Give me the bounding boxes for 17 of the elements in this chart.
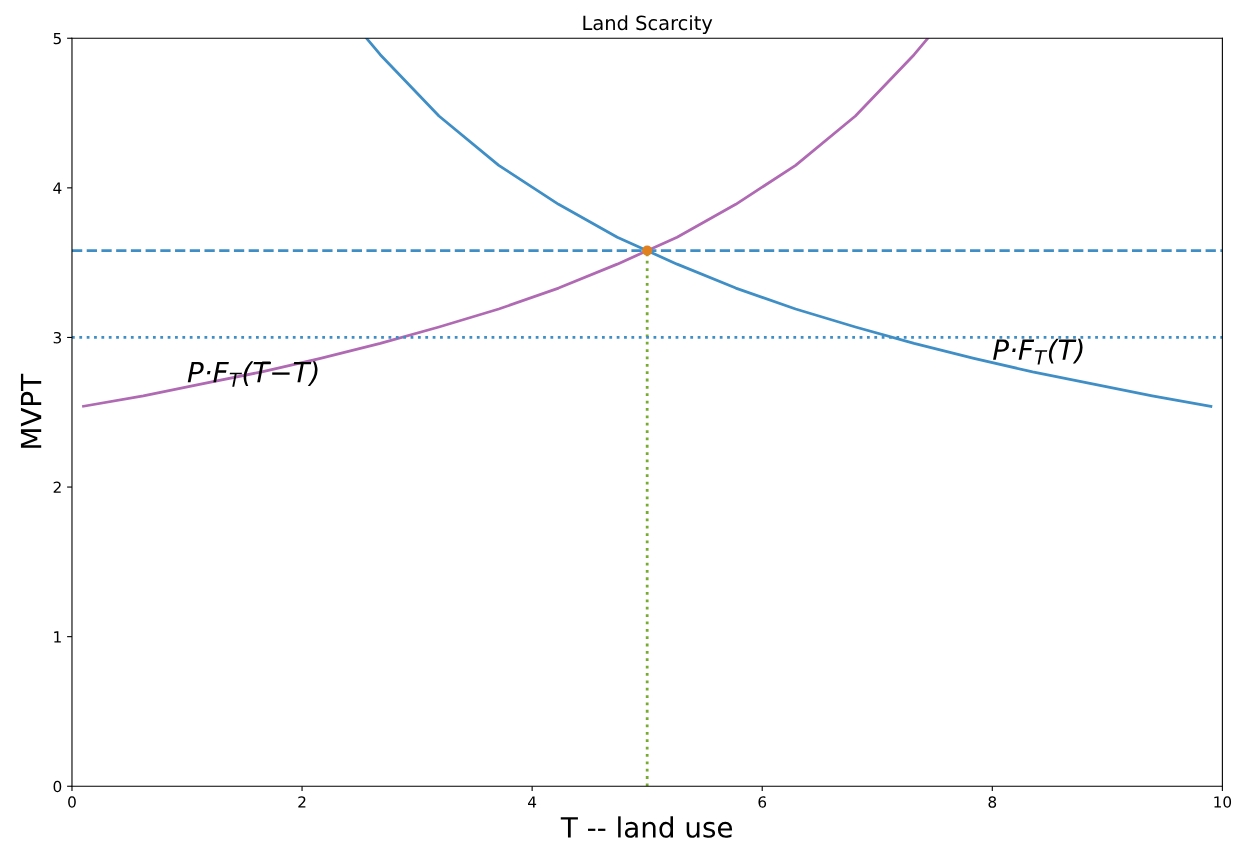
y-tick-label: 4 [53, 182, 62, 194]
y-axis-title: MVPT [20, 373, 42, 448]
chart-title: Land Scarcity [583, 15, 713, 34]
y-tick-label: 3 [53, 331, 62, 344]
y-tick-label: 2 [53, 481, 61, 493]
x-tick-label: 0 [68, 796, 76, 808]
line-series [82, 38, 930, 408]
x-tick-label: 4 [528, 796, 537, 808]
y-tick-label: 1 [54, 631, 61, 643]
x-tick-label: 2 [298, 796, 306, 808]
y-tick-label: 0 [53, 780, 62, 793]
x-tick-label: 6 [758, 796, 767, 808]
x-axis-title: T -- land use [560, 816, 733, 838]
annotation: P·F$_{T}$(T) [993, 338, 1083, 365]
x-tick-label: 8 [988, 796, 997, 808]
x-tick-label: 10 [1214, 796, 1232, 808]
y-tick-label: 5 [53, 32, 61, 45]
